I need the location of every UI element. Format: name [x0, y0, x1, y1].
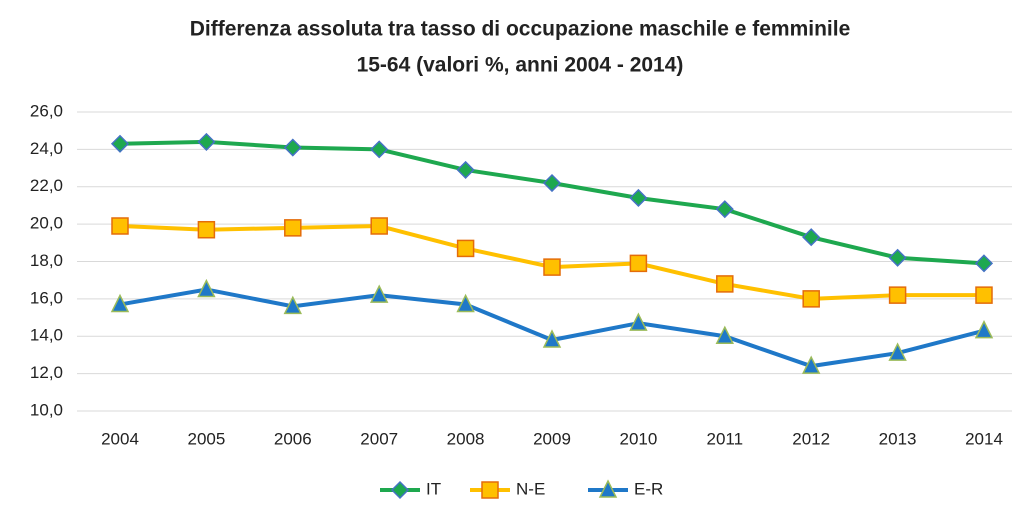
marker [456, 160, 475, 179]
marker [197, 220, 216, 239]
series-line [119, 139, 985, 266]
marker [888, 286, 907, 304]
x-tick-label: 2009 [533, 429, 571, 448]
legend-marker [481, 481, 499, 499]
marker [802, 228, 821, 247]
chart-title: Differenza assoluta tra tasso di occupaz… [190, 18, 851, 41]
legend-label: N-E [516, 479, 545, 498]
marker [888, 248, 907, 267]
x-tick-label: 2011 [707, 429, 744, 448]
marker [801, 355, 821, 374]
marker [542, 173, 562, 193]
marker [975, 286, 993, 304]
marker [456, 293, 475, 313]
marker [110, 134, 130, 153]
marker [542, 329, 562, 348]
marker [543, 258, 561, 276]
chart-subtitle: 15-64 (valori %, anni 2004 - 2014) [357, 54, 684, 77]
marker [456, 239, 475, 258]
marker [888, 342, 907, 361]
x-tick-label: 2014 [965, 429, 1003, 448]
x-tick-label: 2005 [187, 429, 225, 448]
legend-marker [598, 479, 618, 498]
legend-label: IT [426, 479, 441, 498]
marker [802, 290, 820, 308]
y-tick-label: 16,0 [30, 288, 63, 307]
x-tick-label: 2006 [274, 429, 312, 448]
marker [715, 325, 735, 344]
y-tick-label: 26,0 [30, 101, 63, 120]
marker [284, 219, 302, 237]
marker [629, 188, 648, 208]
marker [369, 284, 389, 303]
x-tick-label: 2010 [619, 429, 657, 448]
marker [715, 200, 734, 219]
x-tick-label: 2007 [360, 429, 398, 448]
marker [370, 217, 388, 235]
x-tick-label: 2008 [447, 429, 485, 448]
series-line [119, 287, 985, 369]
x-tick-label: 2013 [879, 429, 917, 448]
marker [370, 140, 389, 159]
x-tick-label: 2012 [792, 429, 830, 448]
y-tick-label: 20,0 [30, 214, 63, 233]
marker [197, 278, 216, 298]
marker [629, 254, 648, 273]
marker [111, 217, 129, 235]
y-tick-label: 10,0 [30, 400, 63, 419]
marker [629, 312, 648, 331]
y-tick-label: 18,0 [30, 251, 63, 270]
y-tick-label: 22,0 [30, 176, 63, 195]
marker [110, 293, 130, 313]
y-tick-label: 12,0 [30, 363, 63, 382]
marker [974, 319, 994, 339]
marker [197, 132, 216, 151]
marker [974, 254, 994, 273]
marker [283, 295, 303, 315]
marker [283, 138, 302, 157]
legend-label: E-R [634, 479, 663, 498]
legend-marker [390, 480, 410, 500]
x-tick-label: 2004 [101, 429, 139, 448]
y-tick-label: 24,0 [30, 139, 63, 158]
marker [716, 275, 734, 293]
y-tick-label: 14,0 [30, 326, 63, 345]
